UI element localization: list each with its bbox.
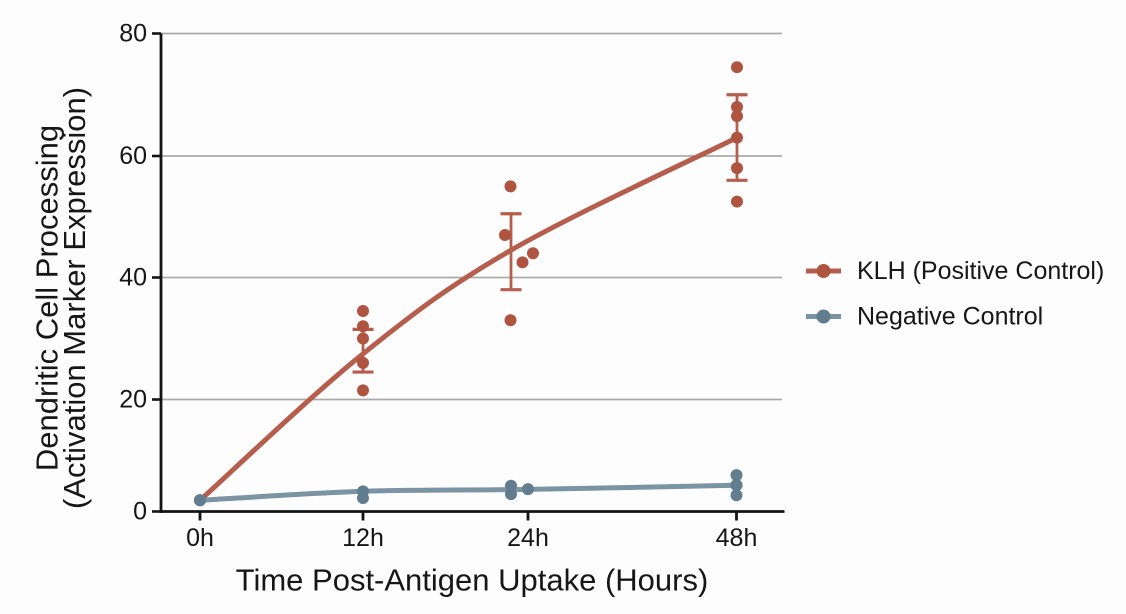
legend-dot-swatch-klh bbox=[816, 264, 831, 278]
data-point-klh-12h-0 bbox=[357, 305, 369, 318]
data-point-klh-48h-4 bbox=[731, 195, 743, 208]
mean-marker-klh-48h bbox=[731, 131, 743, 144]
mean-marker-negative-control-48h bbox=[730, 479, 743, 492]
data-point-negative-control-48h-0 bbox=[730, 469, 743, 482]
data-point-negative-control-24h-0 bbox=[505, 479, 517, 492]
y-axis-title-line1: Dendritic Cell Processing bbox=[30, 125, 65, 471]
data-point-klh-48h-1 bbox=[731, 101, 743, 113]
x-axis-title: Time Post-Antigen Uptake (Hours) bbox=[236, 563, 709, 598]
series-klh bbox=[194, 61, 748, 507]
data-point-klh-12h-3 bbox=[357, 356, 369, 369]
y-tick-label-20: 20 bbox=[119, 386, 147, 414]
data-point-klh-12h-2 bbox=[357, 332, 369, 345]
data-point-negative-control-48h-2 bbox=[730, 489, 743, 502]
x-tick-label-12h: 12h bbox=[342, 524, 384, 552]
data-point-klh-24h-0 bbox=[504, 180, 517, 193]
data-point-klh-24h-1 bbox=[499, 228, 511, 241]
y-tick-label-40: 40 bbox=[119, 264, 147, 292]
y-tick-label-0: 0 bbox=[133, 498, 147, 526]
legend-label-negative-control: Negative Control bbox=[857, 303, 1043, 331]
trend-line-negative-control bbox=[197, 482, 739, 503]
legend: KLH (Positive Control) Negative Control bbox=[806, 257, 1104, 331]
data-point-klh-24h-3 bbox=[516, 256, 529, 269]
y-tick-label-80: 80 bbox=[119, 20, 147, 48]
data-point-klh-12h-4 bbox=[357, 384, 369, 397]
legend-label-klh: KLH (Positive Control) bbox=[857, 257, 1104, 285]
data-point-klh-48h-2 bbox=[731, 110, 743, 123]
y-axis-title-line2: (Activation Marker Expression) bbox=[57, 87, 92, 509]
mean-marker-negative-control-0h bbox=[194, 494, 206, 507]
gridlines bbox=[161, 32, 782, 401]
data-point-negative-control-24h-1 bbox=[522, 483, 534, 496]
y-tick-label-60: 60 bbox=[119, 142, 147, 170]
trend-line-klh bbox=[197, 135, 740, 503]
data-point-negative-control-24h-2 bbox=[505, 488, 517, 501]
legend-item-negative-control: Negative Control bbox=[806, 303, 1043, 331]
data-point-klh-48h-3 bbox=[731, 162, 743, 175]
data-point-negative-control-12h-1 bbox=[357, 492, 369, 505]
x-tick-label-0h: 0h bbox=[186, 524, 214, 552]
series-negative-control bbox=[194, 469, 743, 507]
data-point-klh-12h-1 bbox=[357, 320, 369, 333]
data-point-klh-48h-0 bbox=[731, 61, 743, 74]
legend-dot-swatch-negative-control bbox=[816, 309, 831, 324]
data-point-klh-24h-4 bbox=[504, 314, 517, 327]
x-tick-label-48h: 48h bbox=[716, 524, 758, 552]
legend-item-klh: KLH (Positive Control) bbox=[806, 257, 1104, 285]
axes: 0 20 40 60 80 0h 12h 24h 48h bbox=[119, 20, 785, 552]
data-point-klh-24h-2 bbox=[527, 247, 539, 260]
x-tick-label-24h: 24h bbox=[507, 524, 549, 552]
